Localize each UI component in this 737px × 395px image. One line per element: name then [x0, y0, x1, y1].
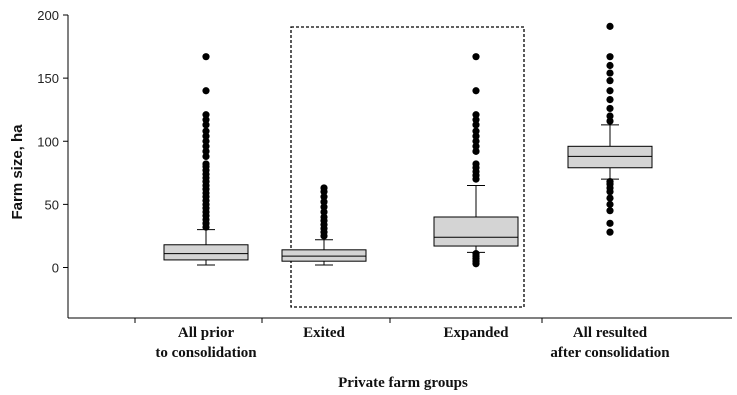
y-axis-title: Farm size, ha — [9, 124, 26, 220]
outlier-point — [320, 198, 328, 206]
box-iqr — [281, 249, 367, 262]
outlier-point — [606, 77, 614, 85]
outlier-point — [202, 160, 210, 168]
outlier-point — [606, 219, 614, 227]
outlier-point — [606, 87, 614, 95]
outlier-point — [202, 132, 210, 140]
category-label: Exited — [303, 325, 345, 341]
outlier-point — [202, 111, 210, 119]
outlier-point — [606, 69, 614, 77]
outlier-point — [202, 87, 210, 95]
outlier-point — [606, 207, 614, 215]
category-label: to consolidation — [155, 345, 257, 361]
outlier-point — [320, 193, 328, 201]
outlier-point — [606, 61, 614, 70]
y-tick-label: 200 — [37, 8, 59, 23]
box-iqr — [567, 145, 653, 169]
x-axis-title: Private farm groups — [338, 375, 468, 391]
outlier-point — [606, 22, 614, 30]
outlier-point — [320, 184, 328, 192]
outlier-point — [472, 53, 480, 61]
outlier-point — [472, 160, 480, 168]
outlier-point — [202, 137, 210, 145]
outlier-point — [202, 152, 210, 160]
outlier-point — [472, 132, 480, 140]
category-label: All resulted — [573, 325, 648, 341]
outlier-point — [472, 147, 480, 155]
y-tick-label: 50 — [45, 197, 59, 212]
outlier-point — [606, 117, 614, 125]
outlier-point — [320, 213, 328, 221]
outlier-point — [472, 121, 480, 129]
outlier-point — [202, 142, 210, 150]
y-tick-label: 0 — [52, 261, 59, 276]
outlier-point — [472, 250, 480, 258]
category-label: Expanded — [443, 325, 509, 341]
box-iqr — [163, 244, 249, 261]
highlight-box — [290, 26, 525, 308]
category-label: All prior — [178, 325, 235, 341]
outlier-point — [606, 194, 614, 202]
outlier-point — [202, 53, 210, 61]
box-iqr — [433, 216, 519, 247]
category-label: after consolidation — [550, 345, 670, 361]
outlier-point — [472, 137, 480, 145]
outlier-point — [320, 208, 328, 216]
outlier-point — [606, 200, 614, 208]
outlier-point — [606, 104, 614, 113]
outlier-point — [472, 87, 480, 95]
outlier-point — [202, 116, 210, 124]
outlier-point — [320, 203, 328, 211]
outlier-point — [606, 53, 614, 61]
outlier-point — [472, 142, 480, 150]
outlier-point — [472, 116, 480, 124]
plot-area: 0 50 100 150 200 All prior to consolidation Exi… — [37, 8, 732, 361]
outlier-point — [472, 111, 480, 119]
outlier-point — [606, 228, 614, 236]
outlier-point — [606, 178, 614, 186]
y-tick-label: 150 — [37, 71, 59, 86]
outlier-point — [202, 147, 210, 155]
outlier-point — [202, 127, 210, 135]
outlier-point — [472, 127, 480, 135]
outlier-point — [606, 95, 614, 104]
y-tick-label: 100 — [37, 134, 59, 149]
outlier-point — [606, 112, 614, 120]
outlier-point — [202, 121, 210, 129]
